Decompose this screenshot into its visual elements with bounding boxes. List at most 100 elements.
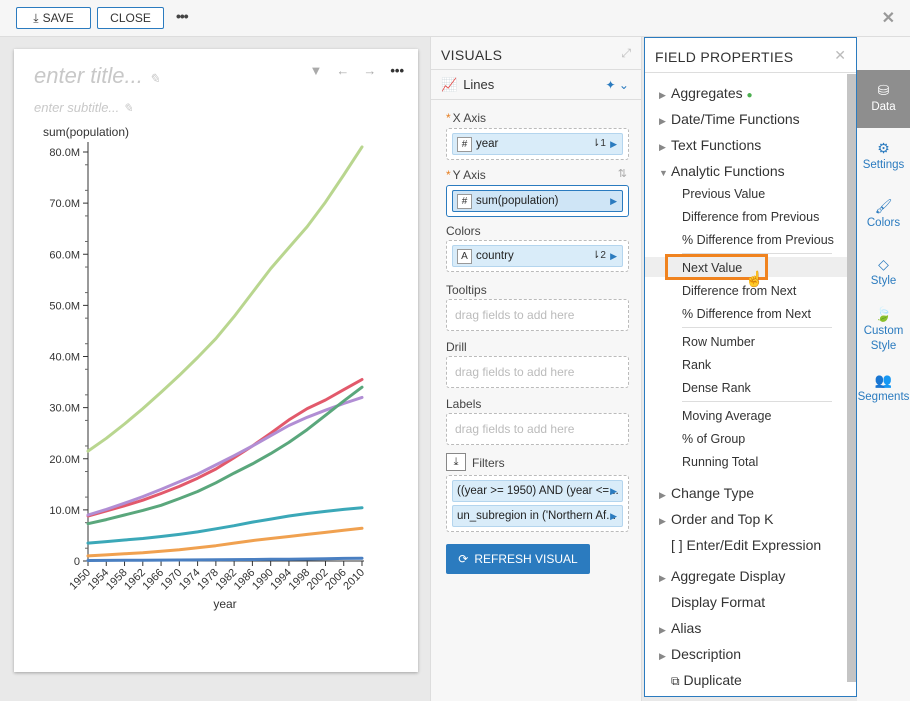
- menu-item-moving-average[interactable]: Moving Average: [682, 409, 772, 423]
- menu-item-dense-rank[interactable]: Dense Rank: [682, 381, 751, 395]
- caret-right-icon[interactable]: ▶: [610, 196, 617, 206]
- menu-item-display-format[interactable]: Display Format: [671, 594, 766, 610]
- labels-shelf[interactable]: drag fields to add here: [446, 413, 629, 445]
- sidebar-item-colors[interactable]: 🖌 Colors: [857, 198, 910, 229]
- refresh-icon: ⟳: [458, 552, 469, 566]
- download-icon: ⤓: [33, 10, 39, 25]
- close-button[interactable]: CLOSE: [97, 7, 164, 29]
- menu-item-description[interactable]: Description: [671, 646, 742, 662]
- filter-icon[interactable]: ▼: [309, 63, 323, 78]
- refresh-visual-button[interactable]: ⟳ REFRESH VISUAL: [446, 544, 590, 574]
- menu-item-rank[interactable]: Rank: [682, 358, 712, 372]
- caret-right-icon: ▶: [659, 651, 666, 661]
- menu-item-difference-previous[interactable]: Difference from Previous: [682, 210, 820, 224]
- divider: [682, 401, 832, 402]
- sort-icon[interactable]: ⇂1: [592, 138, 606, 149]
- x-axis-shelf[interactable]: # year ⇂1 ▶: [446, 128, 629, 160]
- sidebar-item-segments[interactable]: 👥 Segments: [857, 372, 910, 403]
- visuals-header: VISUALS: [431, 37, 641, 70]
- sidebar-item-custom-style[interactable]: 🍃 Custom Style: [857, 307, 910, 354]
- chart-type-label: Lines: [463, 77, 495, 92]
- x-axis-field: year: [476, 138, 499, 150]
- menu-item-next-value[interactable]: Next Value: [682, 261, 743, 275]
- menu-item-pct-difference-previous[interactable]: % Difference from Previous: [682, 233, 834, 247]
- caret-right-icon[interactable]: ▶: [610, 486, 617, 496]
- menu-item-analytic-functions[interactable]: Analytic Functions: [671, 163, 785, 179]
- field-properties-panel: FIELD PROPERTIES ✕ ▶ Aggregates ● ▶ Date…: [644, 37, 857, 697]
- sort-icon[interactable]: ⇂2: [592, 250, 606, 261]
- save-label: SAVE: [42, 11, 74, 25]
- expand-icon[interactable]: ⤢: [621, 46, 631, 60]
- close-icon[interactable]: ✕: [834, 47, 846, 63]
- menu-item-aggregates[interactable]: Aggregates ●: [671, 85, 753, 101]
- pencil-icon: ✎: [122, 101, 133, 115]
- caret-right-icon[interactable]: ▶: [610, 511, 617, 521]
- filters-label: Filters: [472, 456, 505, 470]
- filter-pill[interactable]: ((year >= 1950) AND (year <=... ▶: [452, 480, 623, 502]
- menu-item-order-top-k[interactable]: Order and Top K: [671, 511, 774, 527]
- caret-down-icon: ▼: [659, 168, 668, 178]
- drill-placeholder: drag fields to add here: [455, 365, 575, 379]
- subtitle-input[interactable]: enter subtitle... ✎: [34, 100, 133, 115]
- more-icon[interactable]: •••: [390, 63, 404, 78]
- more-menu-icon[interactable]: •••: [176, 8, 189, 24]
- labels-placeholder: drag fields to add here: [455, 422, 575, 436]
- right-sidebar: ⛁ Data ⚙ Settings 🖌 Colors ◇ Style 🍃 Cus…: [857, 37, 910, 701]
- menu-item-difference-next[interactable]: Difference from Next: [682, 284, 797, 298]
- labels-label: Labels: [446, 397, 482, 411]
- visual-card: enter title... ✎ enter subtitle... ✎ ▼ ←…: [14, 49, 418, 672]
- sparkle-dropdown-icon[interactable]: ✦ ⌄: [605, 78, 629, 92]
- users-icon: 👥: [874, 372, 893, 388]
- swap-icon[interactable]: ⇅: [617, 168, 627, 180]
- menu-item-aggregate-display[interactable]: Aggregate Display: [671, 568, 786, 584]
- drill-shelf[interactable]: drag fields to add here: [446, 356, 629, 388]
- card-tools: ▼ ← → •••: [309, 63, 404, 78]
- y-axis-pill[interactable]: # sum(population) ▶: [452, 190, 623, 212]
- menu-item-previous-value[interactable]: Previous Value: [682, 187, 766, 201]
- scrollbar[interactable]: [847, 74, 856, 682]
- chart-type-selector[interactable]: 📈 Lines: [431, 70, 641, 100]
- y-axis-shelf[interactable]: # sum(population) ▶: [446, 185, 629, 217]
- colors-pill[interactable]: A country ⇂2 ▶: [452, 245, 623, 267]
- drill-label: Drill: [446, 340, 467, 354]
- menu-item-duplicate[interactable]: ⧉ Duplicate: [671, 672, 742, 688]
- menu-item-change-type[interactable]: Change Type: [671, 485, 755, 501]
- filter-expression: ((year >= 1950) AND (year <=...: [457, 485, 619, 497]
- filter-pill[interactable]: un_subregion in ('Northern Af... ▶: [452, 505, 623, 527]
- save-button[interactable]: ⤓ SAVE: [16, 7, 91, 29]
- menu-item-datetime-functions[interactable]: Date/Time Functions: [671, 111, 800, 127]
- tooltips-shelf[interactable]: drag fields to add here: [446, 299, 629, 331]
- back-arrow-icon[interactable]: ←: [336, 63, 350, 78]
- colors-shelf[interactable]: A country ⇂2 ▶: [446, 240, 629, 272]
- sidebar-item-data[interactable]: ⛁ Data: [857, 70, 910, 128]
- paintbrush-icon: 🖌: [874, 198, 893, 214]
- download-filter-icon[interactable]: ⤓: [446, 453, 466, 471]
- menu-item-row-number[interactable]: Row Number: [682, 335, 755, 349]
- x-axis-pill[interactable]: # year ⇂1 ▶: [452, 133, 623, 155]
- pencil-icon: ✎: [148, 71, 160, 86]
- title-input[interactable]: enter title... ✎: [34, 63, 160, 88]
- caret-right-icon[interactable]: ▶: [610, 251, 617, 261]
- y-axis-label: * Y Axis: [446, 168, 486, 182]
- menu-item-alias[interactable]: Alias: [671, 620, 702, 636]
- forward-arrow-icon[interactable]: →: [363, 63, 377, 78]
- close-icon[interactable]: ✕: [881, 10, 895, 27]
- caret-right-icon[interactable]: ▶: [610, 139, 617, 149]
- caret-right-icon: ▶: [659, 625, 666, 635]
- menu-item-text-functions[interactable]: Text Functions: [671, 137, 762, 153]
- line-chart-icon: 📈: [441, 76, 458, 92]
- menu-item-pct-of-group[interactable]: % of Group: [682, 432, 746, 446]
- menu-item-pct-difference-next[interactable]: % Difference from Next: [682, 307, 811, 321]
- text-type-icon: A: [457, 248, 472, 264]
- caret-right-icon: ▶: [659, 90, 666, 100]
- sidebar-item-settings[interactable]: ⚙ Settings: [857, 140, 910, 171]
- sidebar-item-style[interactable]: ◇ Style: [857, 256, 910, 287]
- menu-item-running-total[interactable]: Running Total: [682, 455, 759, 469]
- caret-right-icon: ▶: [659, 516, 666, 526]
- filters-shelf[interactable]: ((year >= 1950) AND (year <=... ▶ un_sub…: [446, 475, 629, 532]
- sidebar-item-label: Data: [871, 101, 896, 113]
- menu-item-enter-edit-expression[interactable]: [ ] Enter/Edit Expression: [671, 537, 822, 553]
- tooltips-label: Tooltips: [446, 283, 487, 297]
- sidebar-item-label: Segments: [857, 391, 910, 403]
- divider: [682, 327, 832, 328]
